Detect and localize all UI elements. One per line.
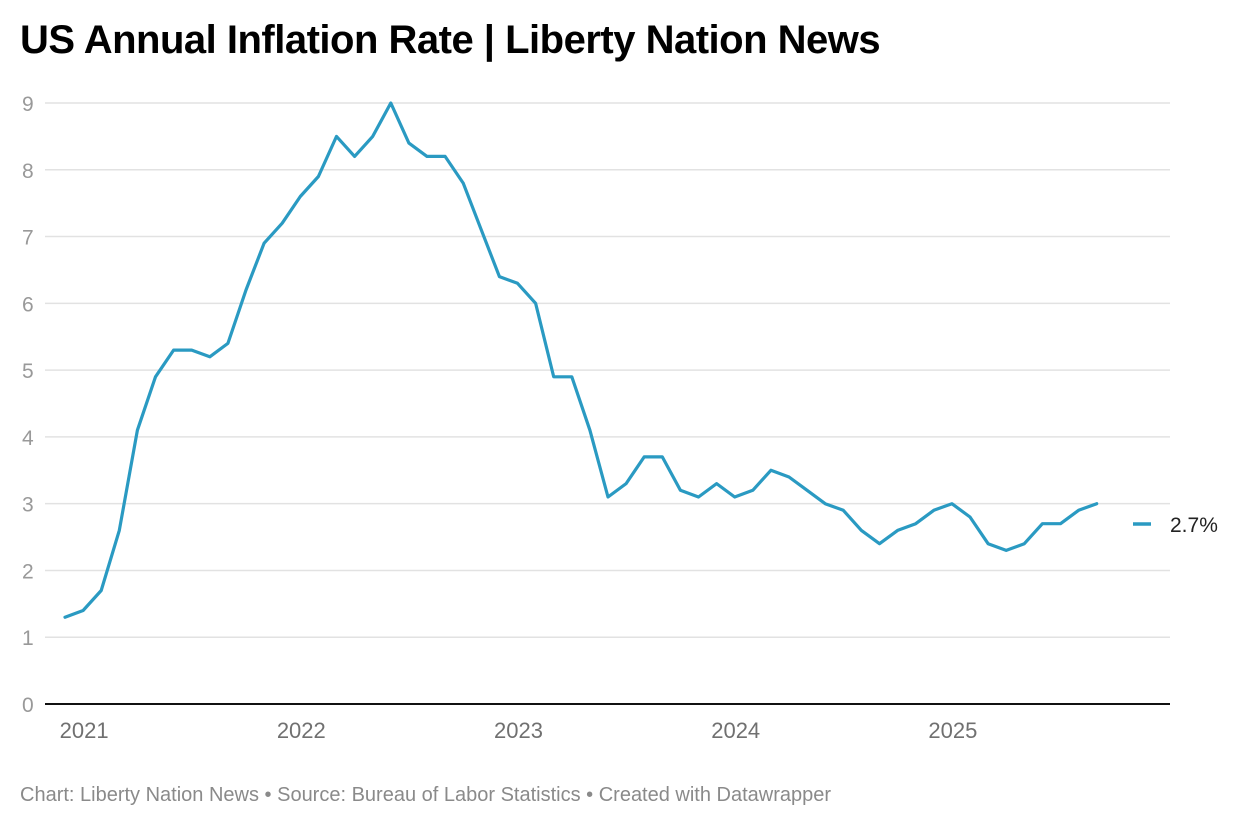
series-line — [63, 101, 1099, 619]
x-tick-label: 2021 — [60, 718, 109, 743]
y-tick-label: 7 — [22, 227, 34, 250]
y-tick-label: 3 — [22, 494, 34, 517]
y-tick-label: 9 — [22, 93, 34, 116]
y-tick-label: 2 — [22, 560, 34, 583]
y-tick-label: 1 — [22, 627, 34, 650]
x-axis-ticks: 2021 2022 2023 2024 2025 — [60, 718, 978, 743]
x-tick-label: 2022 — [277, 718, 326, 743]
end-label-legend: 2.7% — [1133, 514, 1218, 537]
x-tick-label: 2025 — [928, 718, 977, 743]
y-tick-label: 6 — [22, 293, 34, 316]
series-group — [63, 101, 1099, 619]
end-value-label: 2.7% — [1170, 514, 1218, 537]
chart-footer: Chart: Liberty Nation News • Source: Bur… — [20, 784, 832, 806]
y-axis-ticks: 0 1 2 3 4 5 6 7 8 9 — [22, 93, 34, 717]
y-tick-label: 4 — [22, 427, 34, 450]
gridlines — [45, 102, 1170, 638]
y-tick-label: 0 — [22, 694, 34, 717]
x-tick-label: 2023 — [494, 718, 543, 743]
x-tick-label: 2024 — [711, 718, 760, 743]
y-tick-label: 8 — [22, 160, 34, 183]
y-tick-label: 5 — [22, 360, 34, 383]
chart-title: US Annual Inflation Rate | Liberty Natio… — [20, 18, 881, 62]
